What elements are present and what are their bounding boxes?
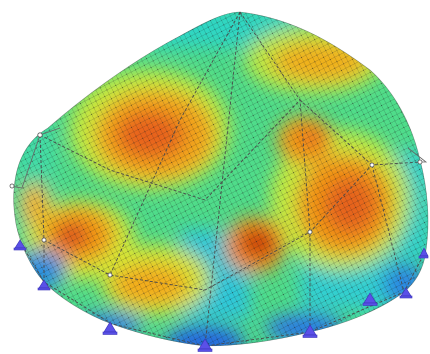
support-node [418,247,429,259]
boundary-left [9,127,61,189]
edge-ring-mid [39,99,373,201]
support-base [37,287,51,291]
support-node [362,292,378,306]
node-marker [307,229,313,235]
node-marker [41,237,47,243]
support-node [102,321,118,335]
node-markers [9,132,423,278]
support-base [302,334,318,338]
edge-rib-1 [204,11,241,347]
support-base [102,331,118,335]
support-node [197,338,213,352]
node-marker [37,132,43,138]
node-marker [369,162,375,168]
support-node [13,239,27,251]
support-base [13,247,27,251]
support-node [302,324,318,338]
support-node [37,279,51,291]
support-base [197,348,213,352]
node-marker [9,183,15,189]
support-base [362,302,378,306]
support-base [399,295,413,299]
supports [13,239,429,352]
edge-rib-3 [109,11,241,276]
node-marker [417,159,423,165]
edge-rib-2 [239,11,311,332]
node-marker [107,272,113,278]
support-node [399,287,413,299]
support-base [418,255,429,259]
edge-right-rib [371,164,405,293]
edge-ring-lower [43,161,421,291]
